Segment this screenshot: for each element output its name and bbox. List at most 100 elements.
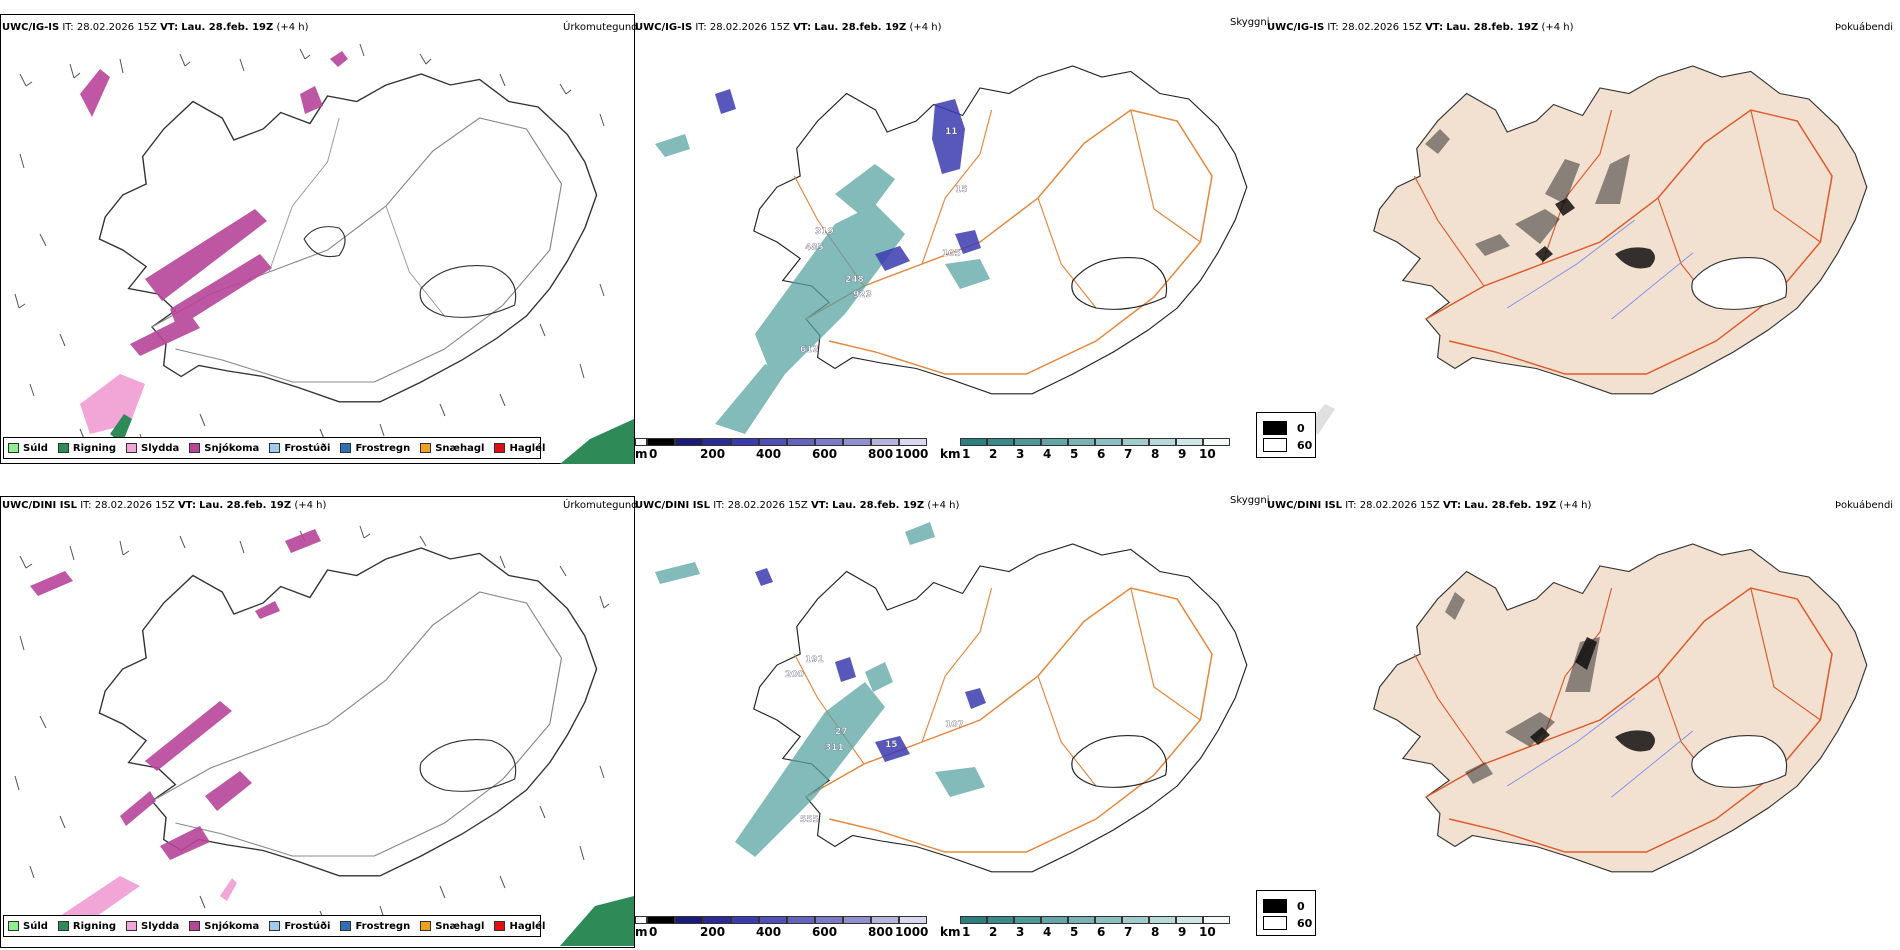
swatch xyxy=(420,443,432,453)
legend-item: Slydda xyxy=(126,443,179,454)
map-frame xyxy=(0,14,635,464)
precip-type-panel-row2: UWC/DINI ISL IT: 28.02.2026 15Z VT: Lau.… xyxy=(0,478,638,948)
legend-item: Snæhagl xyxy=(420,443,484,454)
cbar-tick: 1 xyxy=(962,925,971,939)
fog-panel-row1: UWC/IG-IS IT: 28.02.2026 15Z VT: Lau. 28… xyxy=(1256,0,1900,470)
fog-legend: 0 60 xyxy=(1256,412,1316,458)
cbar-tick: 9 xyxy=(1178,925,1187,939)
cbar-tick: 7 xyxy=(1124,925,1133,939)
cbar-seg xyxy=(675,916,703,924)
cbar-seg xyxy=(703,438,731,446)
cbar-tick: 4 xyxy=(1043,925,1052,939)
legend-item: Frostúði xyxy=(269,443,330,454)
cbar-tick: 400 xyxy=(756,447,782,461)
vis-label: 555 xyxy=(800,815,819,825)
fog-legend-label: 0 xyxy=(1297,422,1305,435)
cbar-seg xyxy=(1122,438,1149,446)
legend-item: Snjókoma xyxy=(189,921,259,932)
cbar-seg xyxy=(1149,916,1176,924)
cbar-tick: 800 xyxy=(868,447,894,461)
cbar-tick: 9 xyxy=(1178,447,1187,461)
swatch xyxy=(189,443,201,453)
cbar-seg xyxy=(1041,916,1068,924)
swatch xyxy=(57,921,69,931)
swatch xyxy=(8,921,19,931)
precip-type-legend: Súld Rigning Slydda Snjókoma Frostúði Fr… xyxy=(3,437,545,459)
swatch xyxy=(126,921,138,931)
swatch xyxy=(340,443,352,453)
legend-item: Frostregn xyxy=(340,443,410,454)
fog-legend-label: 0 xyxy=(1297,900,1305,913)
legend-item: Rigning xyxy=(57,921,116,932)
cbar-seg xyxy=(871,916,899,924)
cbar-seg xyxy=(815,916,843,924)
panel-header: UWC/DINI ISL IT: 28.02.2026 15Z VT: Lau.… xyxy=(1267,500,1592,511)
swatch xyxy=(126,443,138,453)
legend-item: Haglél xyxy=(494,921,545,932)
cbar-tick: 8 xyxy=(1151,925,1160,939)
visibility-colorbar: km 1 2 3 4 5 6 7 8 9 10 xyxy=(940,916,1240,940)
cbar-seg xyxy=(647,438,675,446)
cbar-tick: 3 xyxy=(1016,447,1025,461)
panel-title: Skyggni xyxy=(1230,495,1270,506)
fog-swatch xyxy=(1263,916,1287,930)
fog-panel-row2: UWC/DINI ISL IT: 28.02.2026 15Z VT: Lau.… xyxy=(1256,478,1900,948)
vis-label: 311 xyxy=(825,743,844,753)
precip-type-map xyxy=(14,525,634,946)
cbar-seg xyxy=(871,438,899,446)
legend-item: Rigning xyxy=(57,443,116,454)
cbar-tick: 0 xyxy=(649,447,658,461)
cbar-seg xyxy=(1176,916,1203,924)
vis-label: 485 xyxy=(805,243,824,253)
cbar-tick: 1000 xyxy=(895,447,929,461)
cbar-tick: 8 xyxy=(1151,447,1160,461)
cbar-seg xyxy=(1014,916,1041,924)
cbar-unit: km xyxy=(940,925,961,939)
cbar-tick: 10 xyxy=(1199,925,1216,939)
visibility-map: 27 311 191 200 555 107 15 xyxy=(655,522,1248,873)
swatch xyxy=(269,921,281,931)
cbar-tick: 2 xyxy=(989,447,998,461)
visibility-panel-row2: UWC/DINI ISL IT: 28.02.2026 15Z VT: Lau.… xyxy=(635,478,1270,948)
panel-header: UWC/IG-IS IT: 28.02.2026 15Z VT: Lau. 28… xyxy=(635,22,942,33)
panel-title: Skyggni xyxy=(1230,17,1270,28)
cbar-seg xyxy=(635,438,647,446)
cbar-seg xyxy=(1095,916,1122,924)
cbar-tick: 2 xyxy=(989,925,998,939)
vis-label: 613 xyxy=(800,345,819,355)
visibility-colorbar: km 1 2 3 4 5 6 7 8 9 10 xyxy=(940,438,1240,462)
cbar-seg xyxy=(787,438,815,446)
swatch xyxy=(494,921,506,931)
fog-swatch xyxy=(1263,421,1287,435)
cbar-tick: 800 xyxy=(868,925,894,939)
cbar-seg xyxy=(1041,438,1068,446)
vis-label: 15 xyxy=(885,740,898,750)
vis-label: 319 xyxy=(815,227,834,237)
cloud-base-colorbar: m 0 200 400 600 800 1000 xyxy=(635,916,935,940)
cbar-seg xyxy=(731,438,759,446)
cbar-tick: 1000 xyxy=(895,925,929,939)
panel-title: Úrkomutegund xyxy=(563,22,638,33)
vis-label: 27 xyxy=(835,727,848,737)
cbar-seg xyxy=(1149,438,1176,446)
legend-item: Haglél xyxy=(494,443,545,454)
cbar-seg xyxy=(1014,438,1041,446)
cbar-tick: 200 xyxy=(700,925,726,939)
panel-header: UWC/IG-IS IT: 28.02.2026 15Z VT: Lau. 28… xyxy=(2,22,309,33)
cbar-seg xyxy=(1203,916,1230,924)
cbar-seg xyxy=(815,438,843,446)
map-frame xyxy=(0,496,635,948)
cbar-tick: 600 xyxy=(812,447,838,461)
cbar-tick: 6 xyxy=(1097,447,1106,461)
legend-item: Frostregn xyxy=(340,921,410,932)
cbar-seg xyxy=(1122,916,1149,924)
panel-title: Úrkomutegund xyxy=(563,500,638,511)
legend-item: Frostúði xyxy=(269,921,330,932)
vis-label: 107 xyxy=(945,720,964,730)
cbar-unit: km xyxy=(940,447,961,461)
swatch xyxy=(494,443,506,453)
cbar-tick: 0 xyxy=(649,925,658,939)
cbar-tick: 200 xyxy=(700,447,726,461)
cbar-tick: 10 xyxy=(1199,447,1216,461)
cbar-tick: 3 xyxy=(1016,925,1025,939)
